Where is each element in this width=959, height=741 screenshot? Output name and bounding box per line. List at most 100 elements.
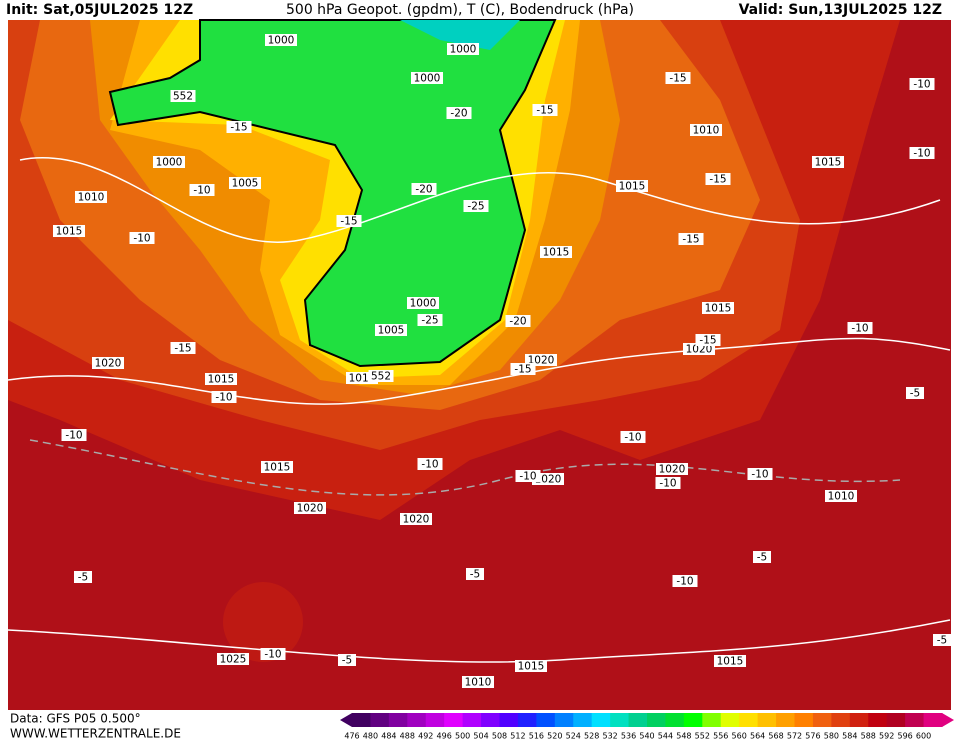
map-label-text: -10 [264,649,281,661]
map-label: 1020 [400,513,432,526]
colorbar-label: 516 [529,732,544,741]
map-label: 1015 [812,156,844,169]
colorbar-swatch [407,713,427,727]
colorbar-swatch [370,713,390,727]
map-label: 1010 [825,490,857,503]
colorbar-swatch [388,713,408,727]
colorbar-label: 584 [842,732,857,741]
colorbar-label: 488 [400,732,415,741]
colorbar-swatch [425,713,445,727]
map-label-box [466,568,484,580]
map-label-box [515,470,541,482]
map-label: -5 [906,387,924,400]
map-label-text: -15 [230,122,247,134]
map-label-text: 1000 [414,73,441,85]
map-label-text: -10 [624,432,641,444]
map-label-box [812,156,844,168]
map-label-box [515,660,547,672]
map-label-text: 1020 [95,358,122,370]
map-label-box [217,653,249,665]
map-label-box [261,461,293,473]
colorbar-label: 512 [510,732,525,741]
map-label-box [447,43,479,55]
isobar [19,157,941,243]
map-label-box [906,387,924,399]
map-label-text: 1020 [403,514,430,526]
colorbar-label: 508 [492,732,507,741]
map-label-text: -10 [421,459,438,471]
map-label-box [411,183,437,195]
map-label-box [189,184,215,196]
map-label-box [532,104,558,116]
map-label: 1000 [153,156,185,169]
colorbar-swatch [720,713,740,727]
map-label-text: 1000 [268,35,295,47]
map-label-box [678,233,704,245]
map-label-box [933,634,951,646]
map-label-text: 1015 [717,656,744,668]
colorbar-swatch [886,713,906,727]
map-label-box [375,324,407,336]
isobar [7,337,951,405]
map-label-box [463,200,489,212]
map-label-text: 1000 [156,157,183,169]
map-label: -5 [338,654,356,667]
map-label-text: 1010 [828,491,855,503]
map-label-box [753,551,771,563]
map-label-box [92,357,124,369]
map-label-box [265,34,297,46]
map-label: 1015 [714,655,746,668]
map-label: 1000 [447,43,479,56]
colorbar-label: 532 [602,732,617,741]
map-label: -10 [620,431,646,444]
map-label: -10 [847,322,873,335]
map-label-box [909,147,935,159]
valid-time: Valid: Sun,13JUL2025 12Z [739,2,942,18]
map-label: -20 [505,315,531,328]
colorbar-swatch [812,713,832,727]
colorbar-swatch [905,713,925,727]
colorbar-swatch [849,713,869,727]
map-label: 1015 [205,373,237,386]
map-label-text: -15 [682,234,699,246]
colorbar-label: 548 [676,732,691,741]
map-label-box [505,315,531,327]
map-label-text: -25 [421,315,438,327]
colorbar-label: 544 [658,732,673,741]
map-label: 1010 [75,191,107,204]
map-label-box [417,314,443,326]
map-label-box [407,297,439,309]
map-label-text: 1010 [693,125,720,137]
colorbar-label: 592 [879,732,894,741]
colorbar-swatch [536,713,556,727]
map-label-box [616,180,648,192]
colorbar-swatch [923,713,943,727]
map-label-box [909,78,935,90]
colorbar-swatch [868,713,888,727]
colorbar-label: 540 [639,732,654,741]
map-label-box [129,232,155,244]
map-label: -5 [466,568,484,581]
colorbar-swatch [444,713,464,727]
map-label-box [294,502,326,514]
map-label-text: 1020 [659,464,686,476]
colorbar-label: 504 [473,732,488,741]
colorbar-swatch [702,713,722,727]
map-label: 1015 [540,246,572,259]
map-label: 1020 [92,357,124,370]
map-label: 1015 [53,225,85,238]
map-label: -15 [665,72,691,85]
map-label: 1015 [616,180,648,193]
map-label-text: -10 [851,323,868,335]
map-label: -15 [705,173,731,186]
map-label-box [847,322,873,334]
map-label-box [205,373,237,385]
map-label-box [695,334,721,346]
map-label-text: -15 [709,174,726,186]
map-label-text: -20 [509,316,526,328]
map-label-text: 1025 [220,654,247,666]
map-label: 1000 [407,297,439,310]
map-label-box [705,173,731,185]
colorbar-label: 520 [547,732,562,741]
